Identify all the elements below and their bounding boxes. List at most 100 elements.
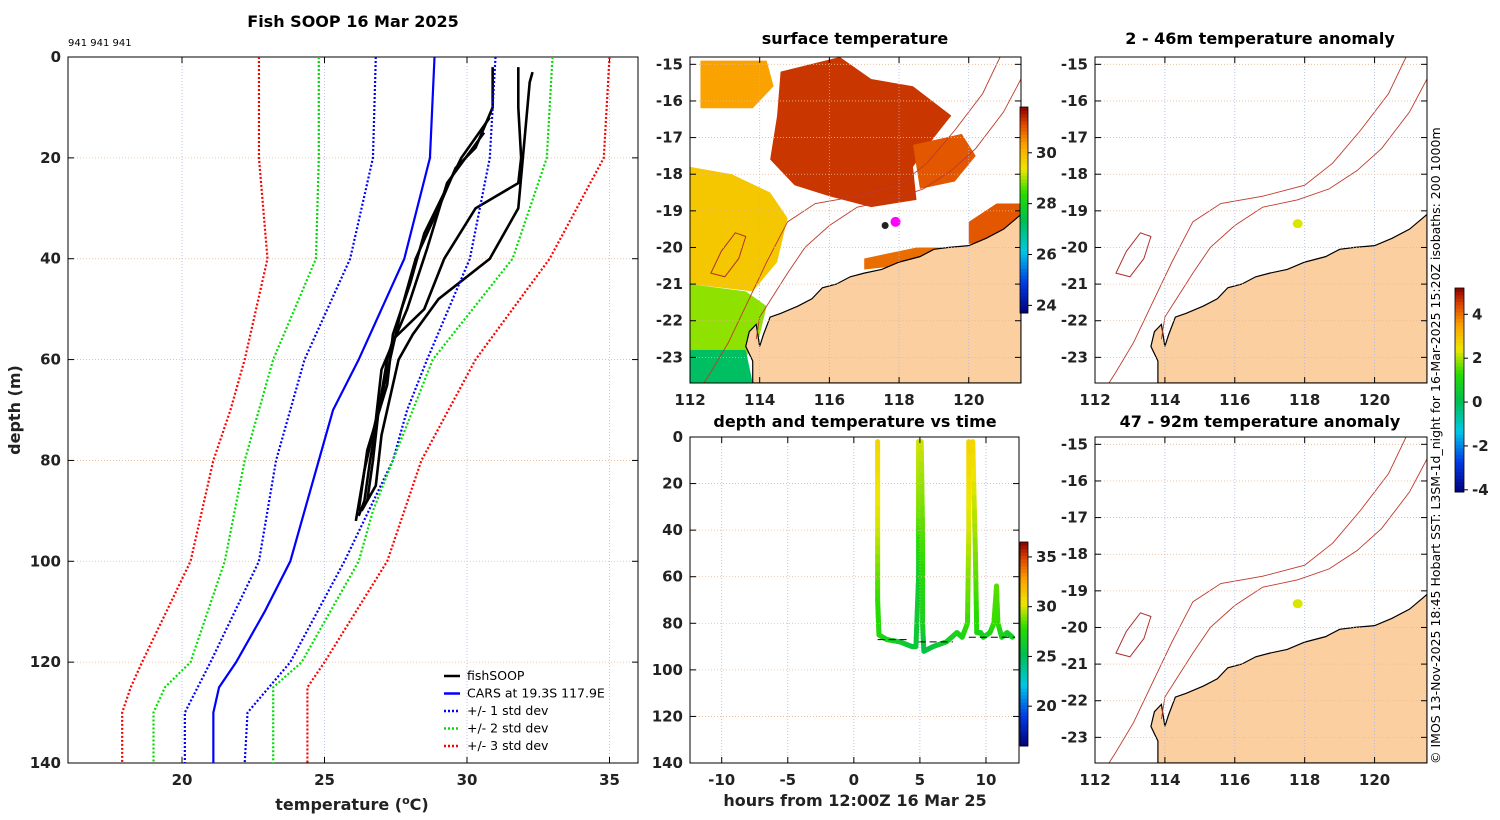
y-tick-label: -18 [1061,545,1088,563]
x-tick-label: 112 [1079,391,1110,409]
colorbar-cell [1020,576,1028,580]
y-tick-label: 40 [40,250,61,268]
colorbar-cell [1455,454,1464,459]
colorbar-cell [1455,390,1464,394]
y-tick-label: 140 [652,754,683,772]
anom-shallow-title: 2 - 46m temperature anomaly [1125,29,1395,48]
colorbar-cell [1020,309,1028,314]
colorbar-cell [1020,715,1028,720]
colorbar-cell [1020,616,1028,621]
time-xlabel: hours from 12:00Z 16 Mar 25 [723,791,986,810]
anom-deep-title: 47 - 92m temperature anomaly [1120,412,1401,431]
colorbar-cell [1020,586,1028,591]
y-tick-label: -21 [1061,655,1088,673]
colorbar-tick-label: 4 [1472,305,1482,323]
colorbar-cell [1020,144,1028,149]
colorbar-cell [1455,291,1464,296]
colorbar-cell [1020,141,1028,146]
colorbar-cell [1455,332,1464,337]
std-dev-line [306,56,611,763]
sst_map-axes: 112 114 116 118 120 -15 -16 -17 -18 -19 -20 -21 -22 -… [656,55,1022,409]
sst-region [770,57,952,208]
anom_deep-frame [1094,436,1428,764]
colorbar-cell [1020,161,1028,166]
colorbar-cell [1455,376,1464,381]
colorbar-cell [1455,294,1464,299]
colorbar-cell [1020,107,1028,111]
profile-xlabel: temperature (oC) [275,794,428,814]
y-tick-label: -19 [1061,202,1088,220]
island-outline [1115,232,1152,278]
colorbar-cell [1020,120,1028,125]
anom_deep-map [1108,437,1427,763]
colorbar-cell [1020,158,1028,163]
y-tick-label: -16 [656,92,683,110]
y-tick-label: -15 [1061,435,1088,453]
legend-label: +/- 2 std dev [467,721,549,736]
y-tick-label: 20 [40,149,61,167]
profile-axes: 20 25 30 35 0 20 40 60 80 100 120 140 [30,48,639,789]
colorbar-tick-label: 26 [1036,246,1057,264]
colorbar-cell [1020,698,1028,703]
isobath-1000m [1108,437,1407,763]
std-dev-line [183,56,377,763]
sst_map-map [690,57,1021,383]
colorbar-cell [1020,613,1028,618]
colorbar-cell [1455,396,1464,401]
colorbar-cell [1020,545,1028,550]
y-tick-label: -22 [1061,312,1088,330]
x-tick-label: 112 [674,391,705,409]
legend-label: +/- 3 std dev [467,738,549,753]
x-tick-label: 114 [1149,391,1180,409]
colorbar-cell [1455,379,1464,384]
x-tick-label: 25 [314,771,335,789]
colorbar-cell [1455,444,1464,449]
x-tick-label: 120 [1359,771,1390,789]
y-tick-label: 0 [673,428,683,446]
colorbar-cell [1455,373,1464,377]
colorbar-cell [1020,579,1028,584]
std-dev-line [272,56,554,763]
y-tick-label: -18 [1061,165,1088,183]
colorbar-cell [1020,165,1028,170]
colorbar-cell [1020,688,1028,693]
colorbar-frame [1019,541,1029,747]
colorbar-cell [1020,735,1028,740]
track-segment [1009,634,1015,640]
colorbar-cell [1020,599,1028,604]
colorbar-cell [1455,386,1464,391]
colorbar-cell [1020,196,1028,201]
y-tick-label: -15 [1061,55,1088,73]
profile-title: Fish SOOP 16 Mar 2025 [247,12,458,31]
anom_shallow-frame [1094,56,1428,384]
colorbar-cell [1020,644,1028,648]
colorbar-cell [1020,674,1028,679]
x-tick-label: 118 [883,391,914,409]
colorbar-cell [1455,301,1464,306]
colorbar-cell [1455,468,1464,473]
y-tick-label: -22 [1061,692,1088,710]
colorbar-cell [1020,729,1028,733]
y-tick-label: 40 [662,521,683,539]
colorbar-cell [1020,275,1028,280]
x-tick-label: 114 [1149,771,1180,789]
colorbar-cell [1020,718,1028,723]
profile-annotation: 941 941 941 [68,38,132,49]
colorbar-cell [1020,182,1028,187]
y-tick-label: 80 [40,451,61,469]
colorbar-cell [1455,451,1464,456]
y-tick-label: -19 [656,202,683,220]
std-dev-line [152,57,320,763]
colorbar-cell [1020,708,1028,713]
x-tick-label: -5 [779,771,796,789]
colorbar-cell [1455,369,1464,374]
colorbar-cell [1455,471,1464,476]
x-tick-label: 0 [849,771,859,789]
colorbar-cell [1020,627,1028,631]
colorbar-cell [1020,124,1028,129]
y-tick-label: 120 [652,707,683,725]
colorbar-cell [1020,722,1028,727]
colorbar-cell [1020,681,1028,686]
colorbar-cell [1455,488,1464,493]
